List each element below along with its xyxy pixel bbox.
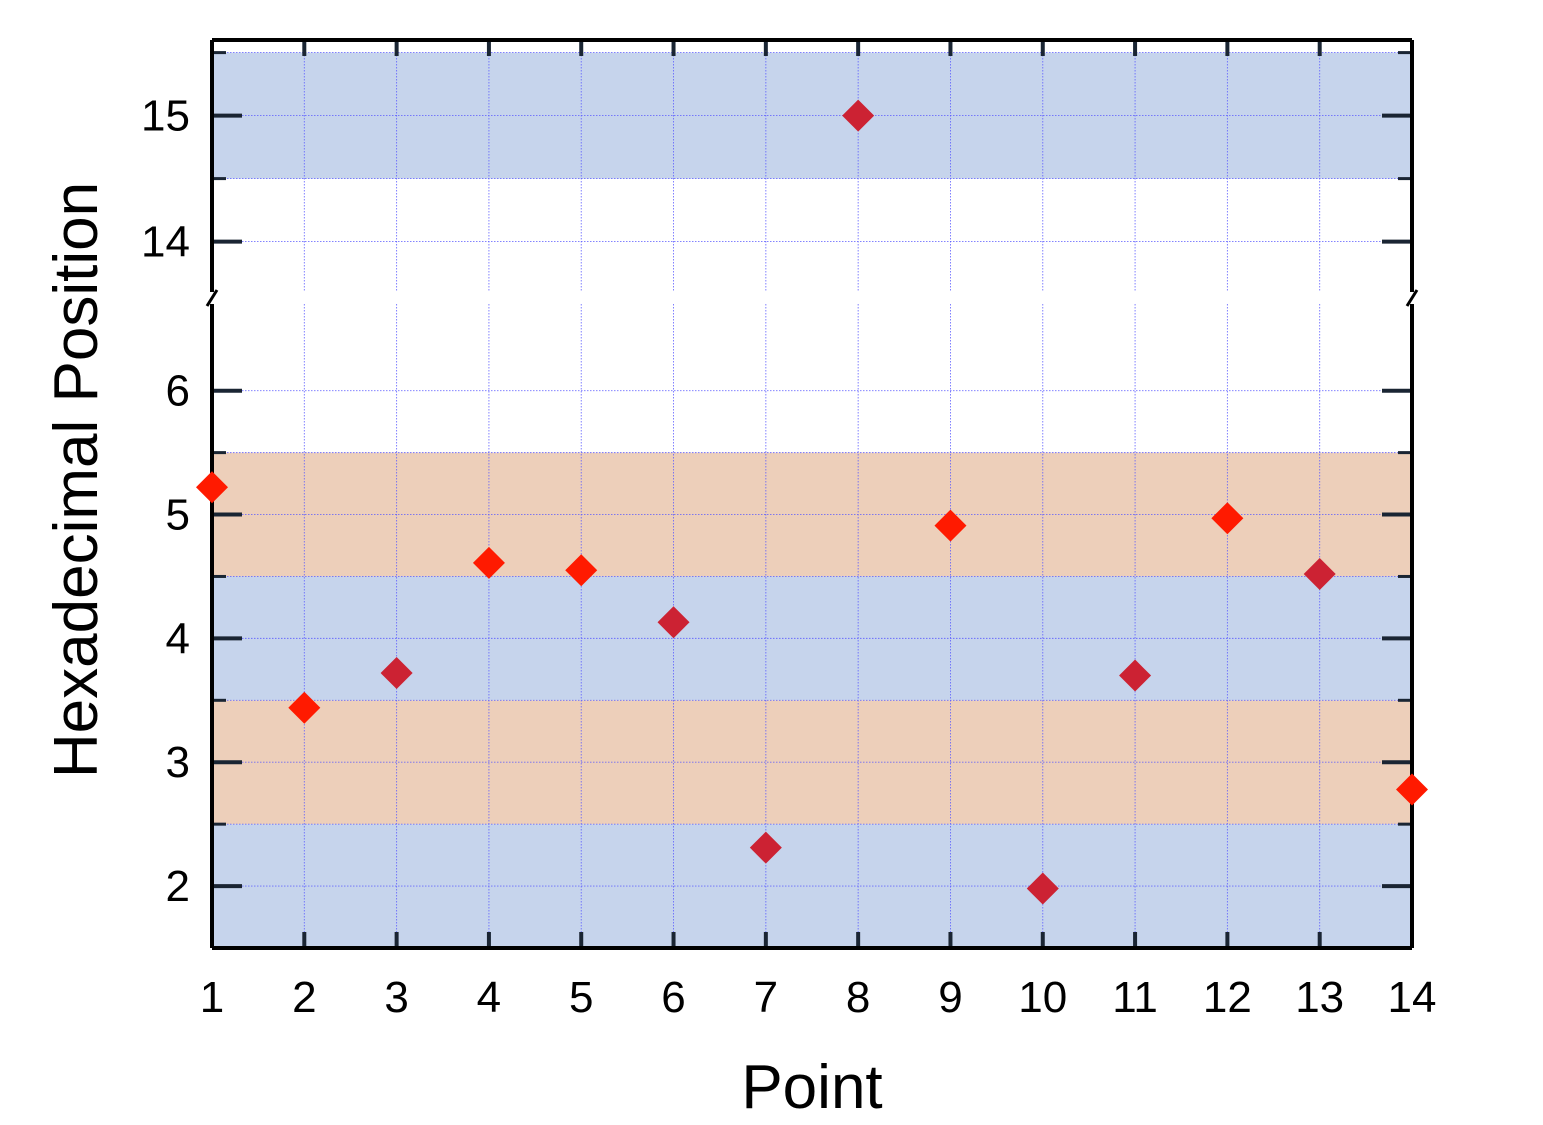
x-tick-label: 4: [477, 973, 501, 1022]
x-tick-label: 11: [1112, 973, 1158, 1022]
x-axis-title: Point: [741, 1053, 882, 1122]
x-tick-label: 2: [292, 973, 316, 1022]
y-tick-label: 4: [166, 614, 190, 663]
data-point: [1119, 659, 1152, 692]
data-point: [657, 606, 690, 639]
y-tick-label: 2: [166, 862, 190, 911]
x-tick-label: 10: [1018, 973, 1067, 1022]
y-tick-labels: 2 3 4 5 6 14 15: [141, 92, 190, 911]
data-point: [1396, 773, 1428, 806]
axis-break-mark: [205, 289, 219, 307]
x-tick-label: 9: [938, 973, 962, 1022]
data-point: [842, 99, 875, 132]
x-tick-label: 7: [754, 973, 778, 1022]
y-tick-label: 6: [166, 367, 190, 416]
y-tick-label: 5: [166, 491, 190, 540]
plot-frame: [205, 38, 1419, 950]
data-point: [380, 657, 413, 690]
data-points: [196, 99, 1428, 905]
data-point: [749, 831, 782, 864]
x-tick-label: 8: [846, 973, 870, 1022]
data-point: [472, 546, 505, 579]
data-point: [196, 471, 228, 504]
background-bands: [212, 52, 1412, 948]
y-tick-label: 15: [141, 92, 190, 141]
data-point: [934, 509, 967, 542]
x-tick-label: 13: [1295, 973, 1344, 1022]
data-point: [1026, 872, 1059, 905]
x-tick-label: 6: [661, 973, 685, 1022]
x-tick-label: 14: [1388, 973, 1437, 1022]
x-tick-label: 12: [1203, 973, 1252, 1022]
axis-break-mark: [1405, 289, 1419, 307]
x-tick-label: 1: [200, 973, 224, 1022]
y-tick-label: 14: [141, 218, 190, 267]
data-point: [1211, 502, 1244, 535]
y-tick-label: 3: [166, 738, 190, 787]
data-point: [565, 554, 598, 587]
y-axis-title: Hexadecimal Position: [42, 182, 111, 778]
x-tick-label: 5: [569, 973, 593, 1022]
data-point: [1303, 557, 1336, 590]
x-tick-labels: 1 2 3 4 5 6 7 8 9 10 11 12 13 14: [200, 973, 1437, 1022]
x-tick-label: 3: [384, 973, 408, 1022]
data-point: [288, 691, 321, 724]
